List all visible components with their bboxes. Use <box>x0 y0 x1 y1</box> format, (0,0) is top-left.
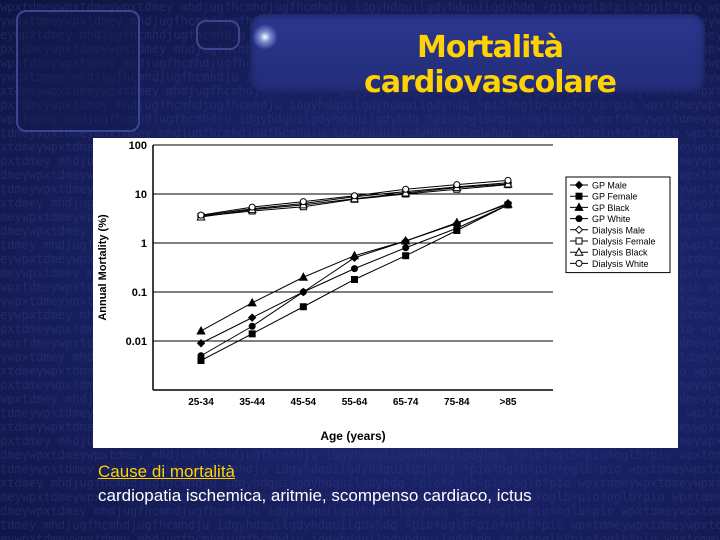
x-tick-label: >85 <box>500 397 517 408</box>
x-tick-label: 35-44 <box>239 397 265 408</box>
data-point <box>402 185 410 193</box>
y-axis-label: Annual Mortality (%) <box>97 214 109 321</box>
x-tick-label: 75-84 <box>444 397 470 408</box>
data-point <box>402 252 410 260</box>
data-point <box>197 211 205 219</box>
cause-text: cardiopatia ischemica, aritmie, scompens… <box>98 486 532 505</box>
decorative-box-small <box>196 20 240 50</box>
data-point <box>351 192 358 200</box>
mortality-chart: 100 10 1 0.1 0.01 25-34 35-44 45-54 55-64 65-74 75… <box>97 140 671 443</box>
decorative-box-left <box>16 10 140 132</box>
legend-label: GP White <box>592 214 630 224</box>
y-tick-label: 10 <box>135 189 147 201</box>
data-point <box>402 244 410 252</box>
legend-marker <box>575 215 583 223</box>
legend-box <box>565 176 671 274</box>
data-point <box>299 198 307 206</box>
data-point <box>248 203 256 211</box>
legend-marker <box>574 225 584 235</box>
series-line <box>200 202 509 344</box>
cause-heading: Cause di mortalità <box>98 462 236 481</box>
data-point <box>453 224 461 232</box>
legend-marker <box>574 247 584 256</box>
y-tick-label: 1 <box>141 238 147 250</box>
y-tick-label: 0.01 <box>126 336 147 348</box>
legend-marker <box>575 259 583 267</box>
data-point <box>299 303 307 311</box>
data-point <box>196 325 206 335</box>
legend-label: Dialysis Male <box>592 225 645 235</box>
data-point <box>248 322 256 330</box>
data-point <box>247 313 257 322</box>
legend-marker <box>575 192 583 200</box>
data-point <box>248 330 256 338</box>
data-point <box>349 250 360 260</box>
legend-label: GP Female <box>592 192 637 202</box>
x-tick-label: 45-54 <box>291 397 317 408</box>
title-panel <box>250 14 705 94</box>
data-point <box>453 181 461 189</box>
legend-marker <box>574 202 584 211</box>
x-tick-label: 65-74 <box>393 397 419 408</box>
legend-label: Dialysis Female <box>592 237 656 247</box>
x-tick-label: 25-34 <box>188 397 214 408</box>
data-point <box>299 288 307 296</box>
y-tick-label: 0.1 <box>132 287 147 299</box>
data-point <box>351 275 358 283</box>
y-tick-label: 100 <box>129 140 147 152</box>
legend-label: GP Black <box>592 203 630 213</box>
legend-label: Dialysis Black <box>592 248 648 258</box>
data-point <box>197 352 205 360</box>
star-glow-icon <box>250 22 280 52</box>
data-point <box>351 265 358 273</box>
x-tick-label: 55-64 <box>342 397 368 408</box>
legend-label: Dialysis White <box>592 259 649 269</box>
x-axis-label: Age (years) <box>320 429 385 443</box>
data-point <box>504 176 512 184</box>
data-point <box>247 297 257 307</box>
data-point <box>401 235 411 245</box>
slide-title: Mortalità cardiovascolare <box>364 30 617 100</box>
data-point <box>196 339 206 348</box>
data-point <box>504 201 512 209</box>
legend-marker <box>575 237 583 245</box>
legend-label: GP Male <box>592 181 627 191</box>
legend-marker <box>574 180 584 190</box>
chart-container: 100 10 1 0.1 0.01 25-34 35-44 45-54 55-64 65-74 75… <box>93 138 678 448</box>
data-point <box>298 272 308 281</box>
